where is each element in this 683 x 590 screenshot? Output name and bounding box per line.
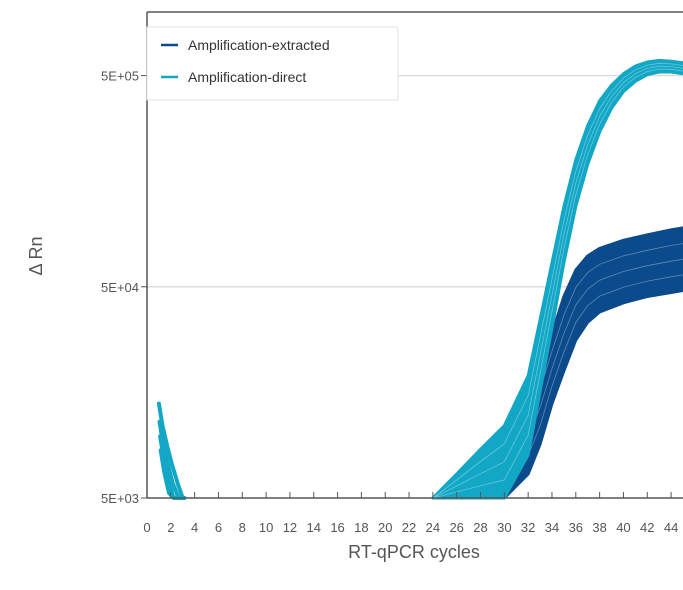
y-tick-label: 5E+05 (101, 69, 139, 84)
x-tick-label: 6 (215, 520, 222, 535)
x-tick-label: 28 (473, 520, 487, 535)
x-tick-label: 22 (402, 520, 416, 535)
x-tick-label: 16 (330, 520, 344, 535)
x-tick-label: 4 (191, 520, 198, 535)
series-strand (432, 62, 683, 499)
x-tick-label: 38 (592, 520, 606, 535)
x-tick-label: 24 (426, 520, 440, 535)
x-axis-title: RT-qPCR cycles (348, 542, 480, 562)
legend: Amplification-extracted Amplification-di… (146, 26, 399, 101)
legend-label-direct: Amplification-direct (188, 69, 306, 85)
series-area (431, 58, 683, 500)
legend-box (146, 26, 399, 101)
x-tick-label: 14 (307, 520, 321, 535)
x-tick-label: 42 (640, 520, 654, 535)
y-axis-ticks: 5E+03 5E+04 5E+05 (101, 69, 147, 506)
x-tick-label: 30 (497, 520, 511, 535)
x-tick-label: 12 (283, 520, 297, 535)
x-tick-label: 10 (259, 520, 273, 535)
legend-label-extracted: Amplification-extracted (188, 37, 330, 53)
x-tick-label: 36 (569, 520, 583, 535)
early-curve (156, 401, 185, 500)
series-strand (432, 68, 683, 499)
early-curves (156, 401, 187, 500)
x-tick-label: 34 (545, 520, 559, 535)
x-tick-label: 18 (354, 520, 368, 535)
y-axis-title: Δ Rn (26, 236, 46, 275)
series-band-direct (431, 58, 683, 500)
x-tick-label: 26 (449, 520, 463, 535)
x-tick-label: 8 (239, 520, 246, 535)
x-axis-ticks: 0 2 4 6 8 10 12 14 16 18 20 22 24 26 28 30 32 34 36 38 40 42 4… (143, 492, 678, 535)
x-tick-label: 40 (616, 520, 630, 535)
x-tick-label: 20 (378, 520, 392, 535)
x-tick-label: 44 (664, 520, 678, 535)
x-tick-label: 2 (167, 520, 174, 535)
x-tick-label: 0 (143, 520, 150, 535)
y-tick-label: 5E+04 (101, 280, 139, 295)
x-tick-label: 32 (521, 520, 535, 535)
y-tick-label: 5E+03 (101, 491, 139, 506)
series-strand (432, 65, 683, 499)
